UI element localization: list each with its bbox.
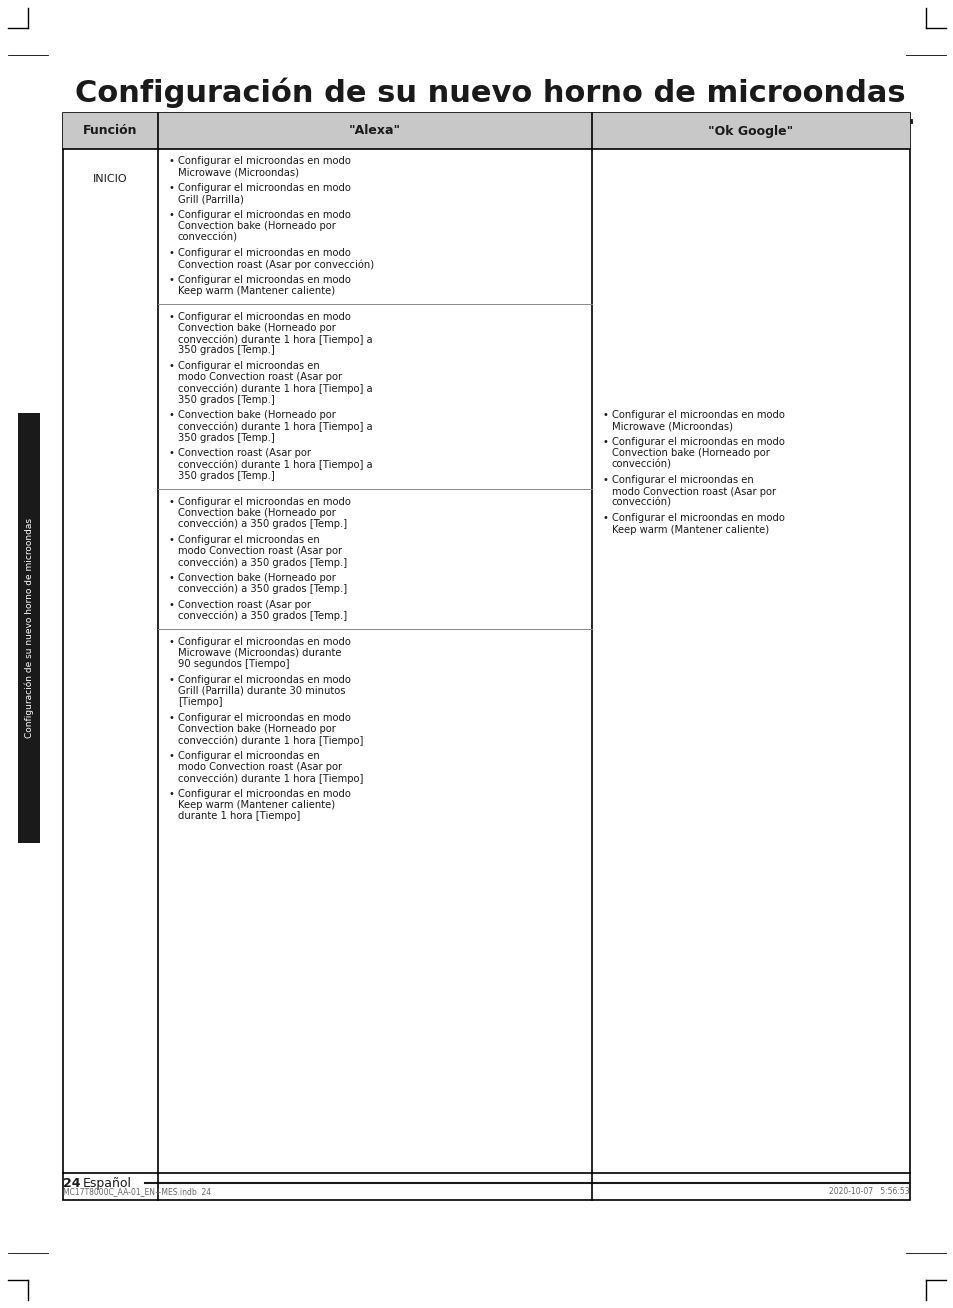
Text: Convection bake (Horneado por: Convection bake (Horneado por xyxy=(178,323,335,334)
Text: •: • xyxy=(169,573,174,582)
Text: •: • xyxy=(169,275,174,285)
Text: Configurar el microondas en modo: Configurar el microondas en modo xyxy=(178,713,351,723)
Text: Grill (Parrilla): Grill (Parrilla) xyxy=(178,194,244,204)
Text: Configurar el microondas en modo: Configurar el microondas en modo xyxy=(178,183,351,192)
Text: Español: Español xyxy=(83,1177,132,1190)
Text: •: • xyxy=(169,751,174,761)
Text: •: • xyxy=(169,599,174,610)
Text: convección) durante 1 hora [Tiempo]: convección) durante 1 hora [Tiempo] xyxy=(178,735,363,746)
Text: Configurar el microondas en modo: Configurar el microondas en modo xyxy=(178,789,351,799)
Text: Configurar el microondas en modo: Configurar el microondas en modo xyxy=(178,275,351,285)
Text: Convection bake (Horneado por: Convection bake (Horneado por xyxy=(178,723,335,734)
Text: 2020-10-07   5:56:53: 2020-10-07 5:56:53 xyxy=(828,1186,909,1196)
Text: Configuración de su nuevo horno de microondas: Configuración de su nuevo horno de micro… xyxy=(75,78,904,109)
Text: •: • xyxy=(169,209,174,220)
Text: convección): convección) xyxy=(178,233,237,242)
Text: •: • xyxy=(169,249,174,258)
Text: •: • xyxy=(169,361,174,371)
Text: convección) durante 1 hora [Tiempo] a: convección) durante 1 hora [Tiempo] a xyxy=(178,334,373,344)
Text: durante 1 hora [Tiempo]: durante 1 hora [Tiempo] xyxy=(178,811,300,821)
Text: "Ok Google": "Ok Google" xyxy=(708,124,793,137)
Text: •: • xyxy=(169,535,174,544)
Text: Convection bake (Horneado por: Convection bake (Horneado por xyxy=(612,449,769,458)
Text: •: • xyxy=(169,449,174,458)
Text: •: • xyxy=(169,637,174,646)
Text: 350 grados [Temp.]: 350 grados [Temp.] xyxy=(178,345,274,356)
Text: Configurar el microondas en modo: Configurar el microondas en modo xyxy=(178,497,351,506)
Text: 350 grados [Temp.]: 350 grados [Temp.] xyxy=(178,395,274,404)
Text: convección) a 350 grados [Temp.]: convección) a 350 grados [Temp.] xyxy=(178,611,347,621)
Text: Convection roast (Asar por: Convection roast (Asar por xyxy=(178,599,311,610)
Text: Keep warm (Mantener caliente): Keep warm (Mantener caliente) xyxy=(178,800,335,810)
Text: Convection bake (Horneado por: Convection bake (Horneado por xyxy=(178,573,335,582)
Text: convección) a 350 grados [Temp.]: convección) a 350 grados [Temp.] xyxy=(178,583,347,594)
Bar xyxy=(18,413,40,842)
Text: •: • xyxy=(169,183,174,192)
Text: Configurar el microondas en modo: Configurar el microondas en modo xyxy=(178,156,351,166)
Text: modo Convection roast (Asar por: modo Convection roast (Asar por xyxy=(178,545,342,556)
Text: •: • xyxy=(169,789,174,799)
Text: MC17T8000C_AA-01_EN+MES.indb  24: MC17T8000C_AA-01_EN+MES.indb 24 xyxy=(63,1186,211,1196)
Text: 350 grados [Temp.]: 350 grados [Temp.] xyxy=(178,471,274,481)
Text: Convection bake (Horneado por: Convection bake (Horneado por xyxy=(178,411,335,420)
Bar xyxy=(63,112,909,1199)
Text: modo Convection roast (Asar por: modo Convection roast (Asar por xyxy=(612,487,776,497)
Text: 350 grados [Temp.]: 350 grados [Temp.] xyxy=(178,433,274,442)
Text: Configurar el microondas en modo: Configurar el microondas en modo xyxy=(178,311,351,322)
Text: 24: 24 xyxy=(63,1177,80,1190)
Text: •: • xyxy=(169,497,174,506)
Text: •: • xyxy=(602,437,608,447)
Text: Convection bake (Horneado por: Convection bake (Horneado por xyxy=(178,221,335,232)
Text: convección) a 350 grados [Temp.]: convección) a 350 grados [Temp.] xyxy=(178,557,347,568)
Text: Microwave (Microondas) durante: Microwave (Microondas) durante xyxy=(178,647,341,658)
Text: •: • xyxy=(169,713,174,723)
Text: modo Convection roast (Asar por: modo Convection roast (Asar por xyxy=(178,373,342,382)
Text: Configurar el microondas en modo: Configurar el microondas en modo xyxy=(612,437,784,447)
Text: Microwave (Microondas): Microwave (Microondas) xyxy=(178,167,298,177)
Text: Configurar el microondas en: Configurar el microondas en xyxy=(178,751,319,761)
Text: [Tiempo]: [Tiempo] xyxy=(178,697,222,708)
Text: 90 segundos [Tiempo]: 90 segundos [Tiempo] xyxy=(178,659,289,668)
Text: convección) durante 1 hora [Tiempo]: convección) durante 1 hora [Tiempo] xyxy=(178,773,363,783)
Text: Microwave (Microondas): Microwave (Microondas) xyxy=(612,421,732,432)
Text: Configurar el microondas en modo: Configurar el microondas en modo xyxy=(612,411,784,420)
Text: •: • xyxy=(169,311,174,322)
Text: Configuración de su nuevo horno de microondas: Configuración de su nuevo horno de micro… xyxy=(24,518,33,738)
Text: convección) a 350 grados [Temp.]: convección) a 350 grados [Temp.] xyxy=(178,519,347,530)
Text: •: • xyxy=(169,411,174,420)
Text: modo Convection roast (Asar por: modo Convection roast (Asar por xyxy=(178,763,342,772)
Text: convección) durante 1 hora [Tiempo] a: convección) durante 1 hora [Tiempo] a xyxy=(178,459,373,470)
Text: Configurar el microondas en modo: Configurar el microondas en modo xyxy=(178,209,351,220)
Text: "Alexa": "Alexa" xyxy=(349,124,400,137)
Text: •: • xyxy=(602,475,608,485)
Text: Keep warm (Mantener caliente): Keep warm (Mantener caliente) xyxy=(612,525,768,535)
Text: •: • xyxy=(602,514,608,523)
Text: INICIO: INICIO xyxy=(93,174,128,184)
Text: Configurar el microondas en modo: Configurar el microondas en modo xyxy=(178,637,351,646)
Text: Configurar el microondas en modo: Configurar el microondas en modo xyxy=(612,514,784,523)
Text: •: • xyxy=(602,411,608,420)
Text: •: • xyxy=(169,156,174,166)
Text: Convection roast (Asar por: Convection roast (Asar por xyxy=(178,449,311,458)
Text: Configurar el microondas en: Configurar el microondas en xyxy=(178,361,319,371)
Text: convección): convección) xyxy=(612,498,671,508)
Text: Configurar el microondas en: Configurar el microondas en xyxy=(612,475,753,485)
Text: convección): convección) xyxy=(612,459,671,470)
Text: Función: Función xyxy=(83,124,137,137)
Text: Configurar el microondas en: Configurar el microondas en xyxy=(178,535,319,544)
Text: Convection bake (Horneado por: Convection bake (Horneado por xyxy=(178,508,335,518)
Text: Keep warm (Mantener caliente): Keep warm (Mantener caliente) xyxy=(178,286,335,296)
Text: Grill (Parrilla) durante 30 minutos: Grill (Parrilla) durante 30 minutos xyxy=(178,685,345,696)
Bar xyxy=(63,112,909,149)
Text: •: • xyxy=(169,675,174,684)
Text: Configurar el microondas en modo: Configurar el microondas en modo xyxy=(178,249,351,258)
Text: convección) durante 1 hora [Tiempo] a: convección) durante 1 hora [Tiempo] a xyxy=(178,383,373,394)
Text: convección) durante 1 hora [Tiempo] a: convección) durante 1 hora [Tiempo] a xyxy=(178,421,373,432)
Text: Convection roast (Asar por convección): Convection roast (Asar por convección) xyxy=(178,259,374,269)
Text: Configurar el microondas en modo: Configurar el microondas en modo xyxy=(178,675,351,684)
